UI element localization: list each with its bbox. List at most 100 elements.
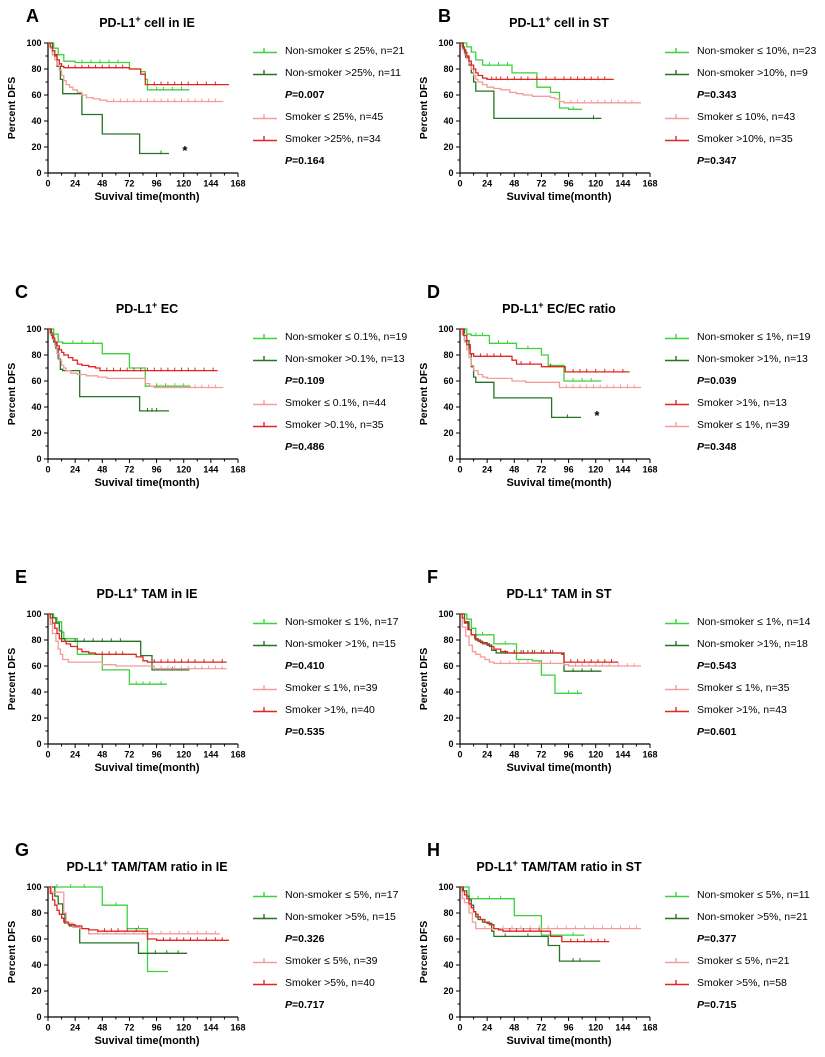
x-tick-label: 120 [588, 465, 603, 475]
axes [459, 329, 650, 460]
legend-pvalue: P=0.039 [697, 374, 810, 387]
y-tick-label: 0 [36, 739, 41, 749]
legend-item-label: Non-smoker >5%, n=21 [697, 910, 808, 923]
axis-ticks: 0 20 40 60 80 100 0 24 48 72 96 120 144 168 [26, 324, 245, 474]
legend-item-label: Smoker ≤ 5%, n=39 [285, 954, 378, 967]
censor-ticks [154, 950, 179, 955]
y-tick-label: 40 [31, 402, 41, 412]
panel-letter: E [15, 567, 28, 587]
censor-ticks [477, 895, 574, 937]
chart-title-superscript: + [135, 14, 141, 24]
km-curve-lightGreen [460, 328, 602, 382]
legend-item: Non-smoker ≤ 5%, n=11 [664, 888, 810, 901]
legend-item: Smoker ≤ 5%, n=21 [664, 954, 810, 967]
y-tick-label: 80 [31, 908, 41, 918]
censor-ticks [509, 928, 606, 943]
legend-pvalue: P=0.164 [285, 154, 404, 167]
km-plot-svg: 0 20 40 60 80 100 0 24 48 72 96 120 144 168 Percent DF… [418, 609, 658, 760]
km-panel: B PD-L1+ cell in ST 0 20 40 60 80 100 0 24 48 72 9… [412, 0, 825, 272]
km-plot-svg: 0 20 40 60 80 100 0 24 48 72 96 120 144 168 Percent DF… [6, 882, 246, 1033]
legend-item-label: Non-smoker >10%, n=9 [697, 66, 808, 79]
x-tick-label: 24 [70, 1023, 80, 1033]
km-curve-pink [460, 328, 641, 389]
legend-pvalue: P=0.109 [285, 374, 407, 387]
panel-body: PD-L1+ cell in ST 0 20 40 60 80 100 0 24 48 72 96 1… [412, 0, 825, 203]
panel-body: PD-L1+ EC 0 20 40 60 80 100 0 24 48 72 96 120 144 168… [0, 272, 412, 489]
legend-marker-icon [253, 135, 277, 141]
legend-pvalue: P=0.715 [697, 998, 810, 1011]
x-tick-label: 168 [230, 1023, 245, 1033]
legend-marker-icon [665, 47, 689, 53]
x-tick-label: 48 [509, 179, 519, 189]
legend-item-label: Smoker >1%, n=43 [697, 703, 787, 716]
chart-area: PD-L1+ cell in IE 0 20 40 60 80 100 0 24 48 72 96 1… [4, 0, 252, 203]
x-tick-label: 72 [536, 179, 546, 189]
chart-title: PD-L1+ TAM in IE [48, 585, 246, 601]
legend-marker-icon [665, 113, 689, 119]
chart-title-suffix: EC [157, 302, 179, 317]
y-axis-label: Percent DFS [6, 77, 18, 139]
legend-item-label: Smoker ≤ 0.1%, n=44 [285, 396, 387, 409]
legend-marker-icon [665, 957, 689, 963]
x-tick-label: 168 [642, 750, 657, 760]
panel-body: PD-L1+ cell in IE 0 20 40 60 80 100 0 24 48 72 96 1… [0, 0, 412, 203]
y-tick-label: 0 [448, 1012, 453, 1022]
y-tick-label: 20 [443, 986, 453, 996]
km-panel: G PD-L1+ TAM/TAM ratio in IE 0 20 40 60 80 10… [0, 830, 412, 1057]
chart-title-suffix: TAM/TAM ratio in IE [107, 860, 228, 875]
x-tick-label: 0 [45, 465, 50, 475]
km-plot: 0 20 40 60 80 100 0 24 48 72 96 120 144 168 Percent DF… [416, 319, 664, 477]
legend-item: Smoker >0.1%, n=35 [252, 418, 407, 431]
axes [459, 43, 650, 174]
y-tick-label: 40 [31, 116, 41, 126]
km-curve-darkGreen [48, 613, 190, 671]
x-tick-label: 48 [97, 179, 107, 189]
x-tick-label: 144 [203, 465, 218, 475]
pvalue-text: P=0.377 [697, 932, 737, 945]
x-tick-label: 96 [564, 750, 574, 760]
km-plot-svg: 0 20 40 60 80 100 0 24 48 72 96 120 144 168 Percent DF… [6, 609, 246, 760]
legend-item-label: Smoker ≤ 10%, n=43 [697, 110, 796, 123]
km-curve-lightGreen [48, 328, 191, 388]
legend-item-label: Smoker >1%, n=40 [285, 703, 375, 716]
legend-item-label: Smoker >25%, n=34 [285, 132, 381, 145]
x-axis-label: Suvival time(month) [506, 191, 612, 204]
axes [47, 887, 238, 1018]
km-plot: 0 20 40 60 80 100 0 24 48 72 96 120 144 168 Percent DF… [416, 877, 664, 1035]
x-tick-label: 72 [124, 1023, 134, 1033]
chart-title-superscript: + [512, 858, 518, 868]
x-tick-label: 24 [70, 750, 80, 760]
axes [459, 887, 650, 1018]
chart-title-suffix: TAM in IE [137, 587, 198, 602]
censor-ticks [56, 884, 139, 930]
legend-item: Smoker >1%, n=40 [252, 703, 398, 716]
y-tick-label: 100 [26, 609, 41, 619]
x-tick-label: 168 [642, 465, 657, 475]
y-tick-label: 20 [443, 428, 453, 438]
chart-area: PD-L1+ TAM in ST 0 20 40 60 80 100 0 24 48 72 96 12… [416, 557, 664, 774]
x-tick-label: 144 [203, 1023, 218, 1033]
censor-ticks [479, 353, 624, 373]
panel-body: PD-L1+ EC/EC ratio 0 20 40 60 80 100 0 24 48 72 96… [412, 272, 825, 489]
y-axis-label: Percent DFS [418, 648, 430, 710]
legend-item: Smoker >25%, n=34 [252, 132, 404, 145]
legend-item-label: Smoker >10%, n=35 [697, 132, 793, 145]
x-tick-label: 96 [564, 1023, 574, 1033]
legend-pvalue: P=0.348 [697, 440, 810, 453]
legend-marker-icon [665, 135, 689, 141]
censor-ticks [500, 660, 635, 667]
legend-item-label: Non-smoker >25%, n=11 [285, 66, 401, 79]
axis-ticks: 0 20 40 60 80 100 0 24 48 72 96 120 144 168 [26, 38, 245, 188]
km-curve-red [460, 613, 619, 663]
chart-title-prefix: PD-L1 [96, 587, 133, 602]
legend-item: Smoker ≤ 0.1%, n=44 [252, 396, 407, 409]
km-panel: F PD-L1+ TAM in ST 0 20 40 60 80 100 0 24 48 72 96… [412, 557, 825, 830]
censor-ticks [113, 98, 216, 103]
y-tick-label: 100 [26, 324, 41, 334]
x-axis-label: Suvival time(month) [506, 1035, 612, 1048]
legend-pvalue: P=0.377 [697, 932, 810, 945]
legend-item: Non-smoker ≤ 1%, n=14 [664, 615, 810, 628]
legend-marker-icon [665, 355, 689, 361]
km-curve-pink [460, 42, 641, 104]
